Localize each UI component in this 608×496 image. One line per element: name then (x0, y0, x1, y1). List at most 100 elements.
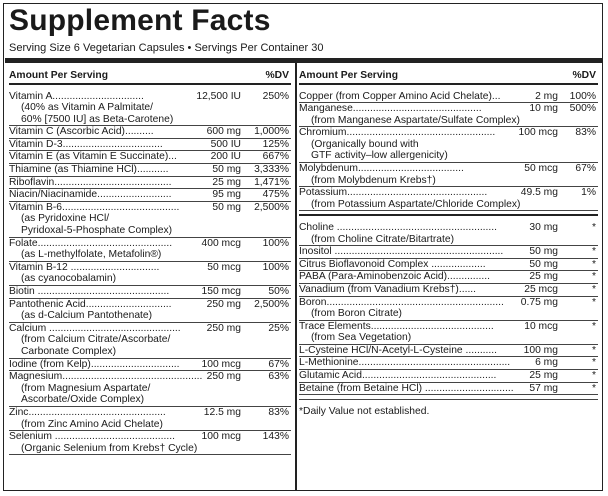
nutrient-row: L-Methionine............................… (299, 357, 598, 369)
nutrient-dv: 100% (569, 90, 596, 102)
nutrient-row: Potassium...............................… (299, 187, 598, 199)
nutrient-row: Boron...................................… (299, 297, 598, 309)
nutrient-row: PABA (Para-Aminobenzoic Acid)...........… (299, 271, 598, 283)
nutrient-row: Iodine (from Kelp)......................… (9, 359, 291, 371)
nutrient-amount: 0.75 mg (520, 296, 558, 308)
nutrient-name: Vitamin D-3.............................… (9, 138, 163, 150)
column-header-rule (9, 83, 291, 85)
row-rule (9, 260, 291, 262)
nutrient-row: Manganese...............................… (299, 103, 598, 115)
section-divider (299, 214, 598, 216)
nutrient-dv: 50% (268, 286, 289, 297)
row-rule (299, 394, 598, 396)
daily-value-footnote: *Daily Value not established. (299, 406, 430, 418)
nutrient-source: (as Pyridoxine HCl/ (21, 213, 110, 225)
right-nutrient-list-minerals: Copper (from Copper Amino Acid Chelate).… (299, 91, 598, 212)
nutrient-row: Trace Elements..........................… (299, 321, 598, 333)
nutrient-source: (from Zinc Amino Acid Chelate) (21, 418, 163, 430)
row-rule (299, 295, 598, 297)
nutrient-name: Inositol ...............................… (299, 246, 504, 258)
nutrient-row: Selenium ...............................… (9, 431, 291, 443)
nutrient-amount: 25 mg (529, 271, 558, 283)
nutrient-amount: 150 mcg (201, 286, 242, 297)
serving-info: Serving Size 6 Vegetarian Capsules • Ser… (9, 42, 324, 54)
row-rule (299, 210, 598, 212)
nutrient-amount: 25 mcg (524, 283, 558, 295)
nutrient-dv: * (591, 344, 596, 356)
nutrient-amount: 10 mcg (524, 320, 558, 332)
nutrient-row: Niacin/Niacinamide......................… (9, 189, 291, 201)
nutrient-amount: 100 mcg (201, 358, 242, 370)
nutrient-name: Pantothenic Acid........................… (9, 298, 172, 310)
nutrient-dv: 67% (575, 163, 596, 175)
nutrient-dv: 83% (575, 127, 596, 139)
row-rule (9, 175, 291, 177)
nutrient-row: Biotin .................................… (9, 286, 291, 298)
right-column: Amount Per Serving %DV Copper (from Copp… (299, 69, 598, 418)
nutrient-name: Selenium ...............................… (9, 431, 175, 443)
nutrient-dv: 1,471% (254, 176, 289, 188)
nutrient-amount: 50 mg (529, 246, 558, 258)
supplement-facts-panel (3, 3, 603, 491)
nutrient-row: Calcium ................................… (9, 323, 291, 335)
nutrient-dv: * (591, 296, 596, 308)
dv-heading: %DV (572, 70, 596, 81)
row-rule (299, 356, 598, 358)
nutrient-dv: 100% (262, 237, 289, 249)
nutrient-dv: 475% (262, 189, 289, 201)
nutrient-row: Vitamin B-6.............................… (9, 202, 291, 214)
nutrient-dv: 125% (262, 138, 289, 150)
nutrient-dv: * (591, 221, 596, 233)
nutrient-name: Molybdenum..............................… (299, 163, 464, 175)
amount-per-serving-heading: Amount Per Serving (299, 70, 398, 81)
nutrient-source: (as cyanocobalamin) (21, 273, 117, 285)
nutrient-amount: 30 mg (529, 221, 558, 233)
nutrient-name: Riboflavin..............................… (9, 176, 172, 188)
nutrient-source: (Organic Selenium from Krebs† Cycle) (21, 442, 198, 454)
nutrient-dv: * (591, 246, 596, 258)
nutrient-amount: 200 IU (210, 151, 241, 163)
nutrient-name: L-Methionine............................… (299, 357, 511, 369)
row-rule (9, 454, 291, 456)
row-rule (299, 319, 598, 321)
nutrient-dv: 67% (268, 358, 289, 370)
nutrient-name: Magnesium...............................… (9, 371, 203, 383)
nutrient-row: L-Cysteine HCl/N-Acetyl-L-Cysteine .....… (299, 345, 598, 357)
nutrient-dv: 500% (569, 103, 596, 115)
nutrient-row: Chromium................................… (299, 127, 598, 139)
row-rule (9, 285, 291, 286)
nutrient-amount: 500 IU (210, 138, 241, 150)
nutrient-row: Vanadium (from Vanadium Krebs†)...... 25 … (299, 284, 598, 296)
nutrient-row: Folate..................................… (9, 238, 291, 250)
row-rule (299, 343, 598, 345)
right-column-header: Amount Per Serving %DV (299, 69, 598, 82)
nutrient-dv: * (591, 357, 596, 369)
row-rule (9, 188, 291, 190)
nutrient-row: Inositol ...............................… (299, 246, 598, 258)
nutrient-dv: 100% (262, 261, 289, 273)
row-rule (9, 137, 291, 139)
nutrient-source: (from Choline Citrate/Bitartrate) (311, 233, 455, 245)
nutrient-dv: * (591, 271, 596, 283)
nutrient-name: Iodine (from Kelp)......................… (9, 358, 180, 370)
nutrient-name: Trace Elements..........................… (299, 320, 494, 332)
nutrient-source: (from Manganese Aspartate/Sulfate Comple… (311, 114, 520, 126)
nutrient-name: Manganese...............................… (299, 103, 482, 115)
nutrient-name: Vitamin A...............................… (9, 90, 144, 102)
row-rule (299, 369, 598, 371)
nutrient-dv: 250% (262, 90, 289, 102)
nutrient-name: Folate..................................… (9, 237, 173, 249)
nutrient-name: Thiamine (as Thiamine HCl)........... (9, 164, 169, 176)
row-rule (9, 200, 291, 202)
row-rule (9, 163, 291, 165)
nutrient-name: Chromium................................… (299, 127, 496, 139)
nutrient-row: Vitamin D-3.............................… (9, 139, 291, 151)
nutrient-name: PABA (Para-Aminobenzoic Acid)...........… (299, 271, 490, 283)
nutrient-amount: 100 mg (523, 344, 558, 356)
nutrient-name: Glutamic Acid...........................… (299, 370, 497, 382)
nutrient-source: (from Molybdenum Krebs†) (311, 174, 436, 186)
nutrient-dv: 83% (268, 406, 289, 418)
nutrient-amount: 100 mcg (201, 431, 242, 443)
nutrient-dv: * (591, 283, 596, 295)
nutrient-name: Biotin .................................… (9, 286, 170, 297)
